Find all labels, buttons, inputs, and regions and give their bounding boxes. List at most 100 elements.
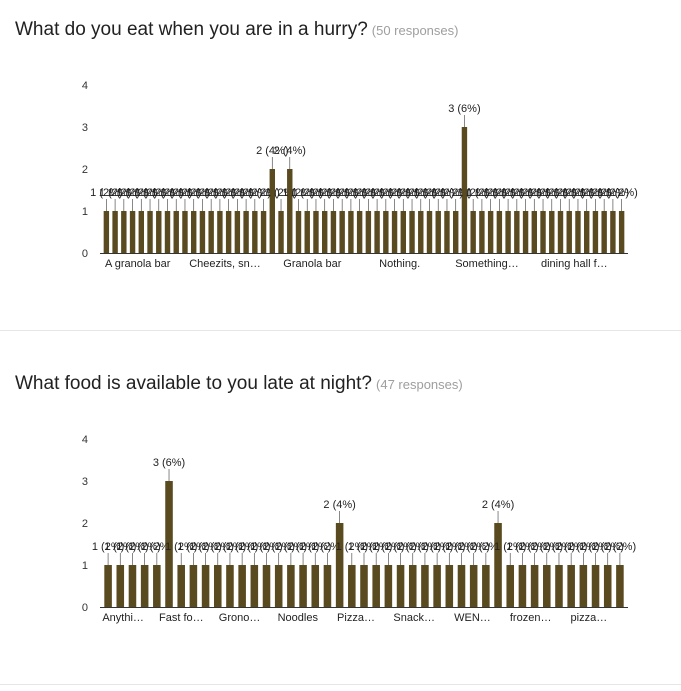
bar-value-label: 1 (2%) [177,187,209,199]
bar-value-label: 1 (2%) [226,541,258,553]
bar [348,565,356,607]
bar-value-label: 1 (2%) [396,187,428,199]
bar-value-label: 1 (2%) [143,187,175,199]
bar-value-label: 1 (2%) [421,541,453,553]
bar [147,211,153,253]
bar-value-label: 1 (2%) [409,541,441,553]
bar [278,211,284,253]
bar-value-label: 1 (2%) [413,187,445,199]
bar [408,565,417,607]
bar-value-label: 1 (2%) [527,187,559,199]
x-tick-label: Anythi… [102,612,144,624]
bar [304,211,310,253]
bar [496,211,503,253]
question-panel-late-night: What food is available to you late at ni… [0,354,681,684]
bar [189,565,198,607]
bar-value-label: 1 (2%) [433,541,465,553]
bar-value-label: 1 (2%) [99,187,131,199]
bar-value-label: 2 (4%) [256,145,288,157]
bar [208,211,214,253]
bar [274,565,283,607]
bar-value-label: 1 (2%) [90,187,122,199]
bar [262,565,271,607]
bar-value-label: 1 (2%) [202,541,234,553]
y-tick-label: 0 [82,602,88,614]
bar [591,565,600,607]
x-tick-label: Fast fo… [159,612,204,624]
bar-value-label: 1 (2%) [128,541,160,553]
bar [383,211,389,253]
bar [409,211,415,253]
bar-value-label: 1 (2%) [553,187,585,199]
bar [494,523,502,607]
x-tick-label: dining hall f… [541,258,608,270]
bar [374,211,380,253]
bar [522,211,529,253]
bar [128,565,137,607]
bar [426,211,433,253]
bar [391,211,398,253]
section-divider [0,684,681,685]
bar-value-label: 1 (2%) [189,541,221,553]
bar [592,211,599,253]
bar-value-label: 1 (2%) [378,187,410,199]
response-count: (50 responses) [371,23,459,38]
bar [566,211,572,253]
bar [201,565,210,607]
bar-value-label: 1 (2%) [531,541,563,553]
bar-value-label: 1 (2%) [470,541,502,553]
bar-value-label: 1 (2%) [466,187,498,199]
bar [396,565,405,607]
bar-value-label: 1 (2%) [186,187,218,199]
bar [165,481,173,607]
y-tick-label: 4 [82,80,88,92]
x-tick-label: Nothing. [379,258,420,270]
question-title-text: What do you eat when you are in a hurry? [15,19,368,40]
bar [518,565,527,607]
bar-value-label: 1 (2%) [494,541,526,553]
response-count: (47 responses) [376,377,463,392]
bar [153,565,161,607]
bar [129,211,136,253]
bar-value-label: 1 (2%) [506,541,538,553]
bar-value-label: 1 (2%) [562,187,594,199]
bar-value-label: 1 (2%) [543,541,575,553]
bar [543,565,551,607]
bar-value-label: 1 (2%) [361,187,393,199]
bar [603,565,612,607]
y-tick-label: 1 [82,206,88,218]
bar-value-label: 1 (2%) [116,187,148,199]
bar [530,565,539,607]
bar [479,211,485,253]
bar-value-label: 1 (2%) [300,187,332,199]
x-tick-label: Cheezits, sn… [189,258,261,270]
bar [260,211,267,253]
bar [616,565,624,607]
bar [470,211,476,253]
bar [360,565,368,607]
bar [575,211,581,253]
bar-value-label: 1 (2%) [238,541,270,553]
bar-value-label: 2 (4%) [274,145,306,157]
bar-value-label: 1 (2%) [317,187,349,199]
bar-value-label: 1 (2%) [92,541,124,553]
bar [435,211,441,253]
bar-value-label: 1 (2%) [165,541,197,553]
bar-value-label: 3 (6%) [448,103,480,115]
bar-value-label: 1 (2%) [597,187,629,199]
bar-value-label: 1 (2%) [605,187,637,199]
bar [177,565,185,607]
bar [445,565,454,607]
bar-value-label: 1 (2%) [536,187,568,199]
bar-value-label: 1 (2%) [160,187,192,199]
bar-value-label: 1 (2%) [311,541,343,553]
bar-value-label: 1 (2%) [195,187,227,199]
x-tick-label: Snack… [393,612,435,624]
bar-value-label: 1 (2%) [518,541,550,553]
question-title-text: What food is available to you late at ni… [15,373,373,394]
bar [452,211,459,253]
bar [444,211,450,253]
bar [555,565,563,607]
bar [287,565,295,607]
